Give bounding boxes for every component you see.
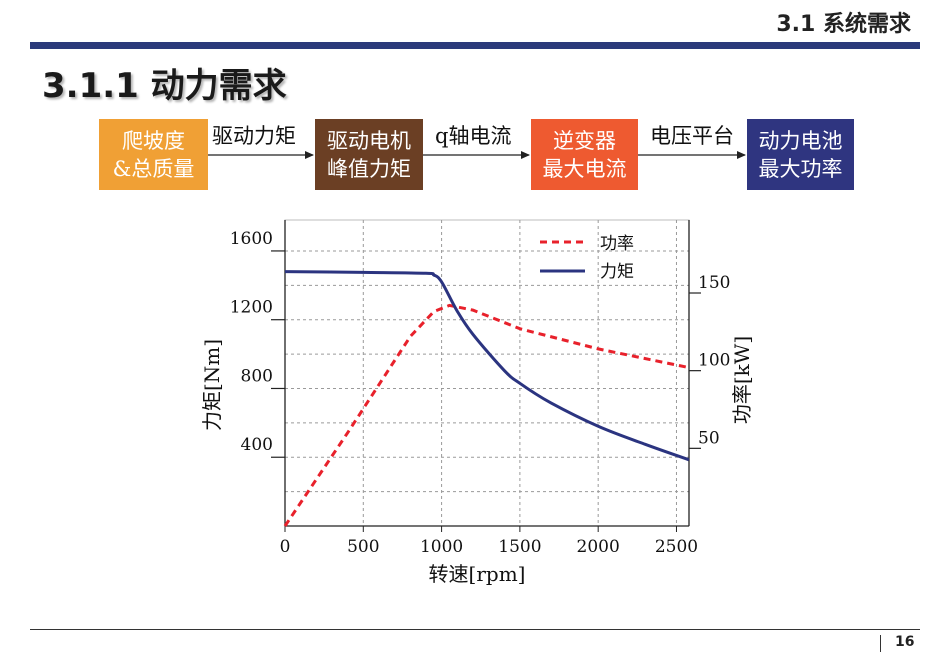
- y-right-tick-label: 100: [698, 351, 730, 371]
- flow-box-line: 驱动电机: [327, 128, 411, 153]
- flow-box-line: 最大电流: [542, 156, 627, 181]
- y-right-tick-label: 150: [698, 273, 730, 293]
- section-title: 3.1 系统需求: [776, 12, 911, 37]
- page-separator: [880, 635, 881, 652]
- x-tick-label: 1000: [420, 537, 463, 557]
- y-axis-left-label: 力矩[Nm]: [200, 339, 224, 431]
- y-left-tick-label: 400: [241, 435, 273, 455]
- flow-box-inverter-max-current: 逆变器 最大电流: [531, 119, 638, 190]
- flow-box-motor-peak-torque: 驱动电机 峰值力矩: [315, 119, 423, 190]
- slide-title: 3.1.1 动力需求: [42, 66, 287, 106]
- arrow-label-drive-torque: 驱动力矩: [212, 124, 296, 148]
- flow-box-battery-max-power: 动力电池 最大功率: [747, 119, 854, 190]
- flow-box-line: 动力电池: [758, 128, 843, 153]
- footer-rule: [30, 629, 920, 630]
- flow-arrows: [208, 151, 746, 159]
- x-tick-label: 0: [280, 537, 291, 557]
- flow-box-line: &总质量: [112, 156, 195, 181]
- flow-box-line: 爬坡度: [122, 128, 185, 153]
- x-tick-label: 1500: [498, 537, 541, 557]
- flow-box-climb-mass: 爬坡度 &总质量: [99, 119, 208, 190]
- flow-box-line: 峰值力矩: [327, 156, 411, 181]
- flow-box-line: 逆变器: [553, 128, 616, 153]
- x-tick-label: 500: [347, 537, 379, 557]
- header-rule: [30, 42, 920, 49]
- y-left-tick-label: 800: [241, 366, 273, 386]
- arrow-label-voltage-platform: 电压平台: [650, 124, 734, 148]
- arrow-label-q-axis-current: q轴电流: [435, 124, 512, 148]
- y-right-tick-label: 50: [698, 428, 720, 448]
- y-left-tick-label: 1600: [230, 229, 273, 249]
- legend-torque-label: 力矩: [600, 262, 634, 282]
- flow-box-line: 最大功率: [758, 156, 843, 181]
- series-line-power: [283, 303, 690, 527]
- page-number: 16: [895, 634, 915, 650]
- y-left-tick-label: 1200: [230, 298, 273, 318]
- x-axis-label: 转速[rpm]: [429, 562, 526, 586]
- y-axis-right-label: 功率[kW]: [730, 336, 754, 424]
- torque-power-chart: 0 500 1000 1500 2000 2500 400 800 1200 1600 50 100 1…: [200, 219, 754, 586]
- series-line-torque: [284, 270, 690, 462]
- x-tick-label: 2500: [655, 537, 698, 557]
- legend-power-label: 功率: [600, 234, 634, 254]
- x-tick-label: 2000: [577, 537, 620, 557]
